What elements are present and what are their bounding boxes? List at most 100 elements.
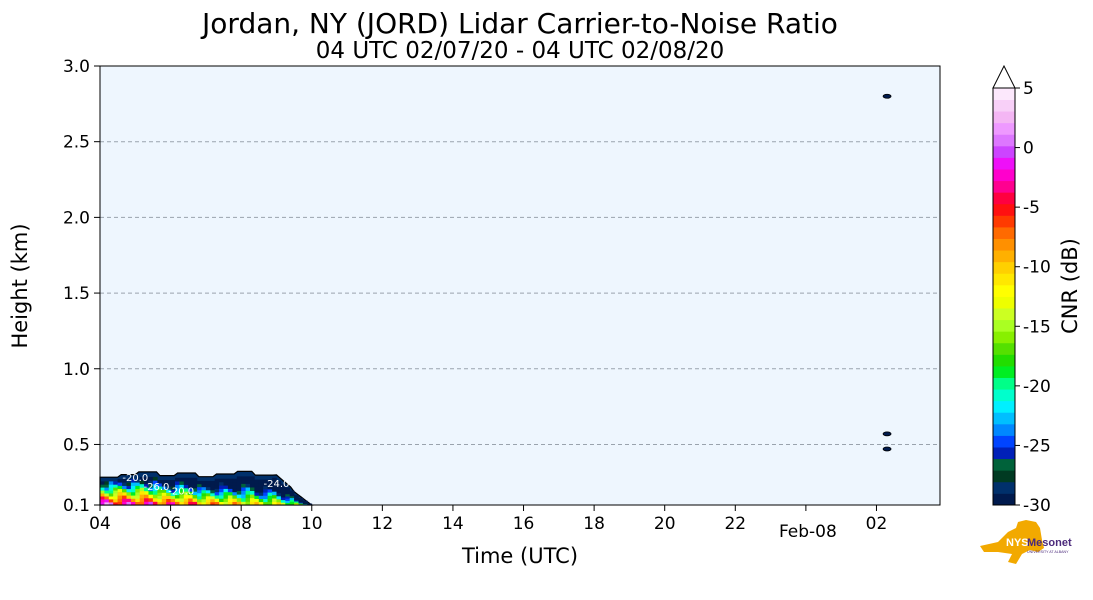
echo-cell xyxy=(289,497,295,500)
echo-cell xyxy=(302,501,308,503)
echo-cell xyxy=(157,495,163,499)
echo-cell xyxy=(272,498,277,502)
echo-cell xyxy=(152,476,158,481)
echo-cell xyxy=(144,483,149,488)
echo-cell xyxy=(241,494,246,499)
echo-cell xyxy=(227,501,233,506)
echo-cell xyxy=(126,498,132,502)
colorbar-swatch xyxy=(993,99,1015,112)
echo-cell xyxy=(214,482,220,486)
echo-cell xyxy=(232,501,238,506)
echo-cell xyxy=(122,485,127,490)
echo-cell xyxy=(104,502,110,506)
echo-cell xyxy=(113,496,118,500)
colorbar-tick-label: -30 xyxy=(1023,496,1051,516)
echo-cell xyxy=(258,489,264,493)
echo-cell xyxy=(175,498,180,502)
echo-cell xyxy=(298,501,304,503)
echo-cell xyxy=(179,484,185,489)
x-tick-label: 02 xyxy=(866,514,888,534)
echo-cell xyxy=(117,501,123,506)
echo-cell xyxy=(135,495,140,499)
echo-cell xyxy=(214,498,220,502)
echo-cell xyxy=(157,480,163,484)
echo-cell xyxy=(254,495,260,499)
echo-cell xyxy=(170,492,176,496)
echo-cell xyxy=(245,501,251,506)
echo-cell xyxy=(280,484,286,488)
colorbar-swatch xyxy=(993,493,1015,506)
y-tick-label: 0.1 xyxy=(63,496,90,516)
logo-mesonet: Mesonet xyxy=(1027,537,1072,549)
echo-cell xyxy=(250,487,255,491)
echo-cell xyxy=(130,479,136,483)
echo-cell xyxy=(214,478,220,483)
echo-cell xyxy=(285,487,290,490)
echo-cell xyxy=(192,498,198,502)
contour-label: -20.0 xyxy=(168,486,194,497)
echo-cell xyxy=(254,482,260,487)
echo-cell xyxy=(272,491,277,496)
echo-cell xyxy=(166,480,171,484)
echo-cell xyxy=(183,501,189,506)
echo-cell xyxy=(236,483,242,488)
echo-cell xyxy=(188,477,193,482)
echo-cell xyxy=(223,491,229,496)
echo-cell xyxy=(254,479,260,484)
echo-cell xyxy=(241,483,246,488)
echo-cell xyxy=(205,499,211,503)
echo-cell xyxy=(276,481,282,485)
echo-cell xyxy=(201,499,207,503)
echo-cell xyxy=(219,491,224,496)
echo-cell xyxy=(108,493,114,497)
echo-cell xyxy=(152,501,158,506)
echo-cell xyxy=(130,495,136,499)
echo-cell xyxy=(205,487,211,491)
echo-cell xyxy=(135,498,140,502)
echo-cell xyxy=(272,481,277,485)
echo-cell xyxy=(294,496,299,498)
echo-cell xyxy=(100,496,105,500)
echo-cell xyxy=(223,501,229,506)
logo-prefix: NYS xyxy=(1006,537,1029,549)
cloud-echo-low-1 xyxy=(882,431,892,437)
echo-cell xyxy=(170,486,176,490)
echo-cell xyxy=(245,483,251,488)
echo-cell xyxy=(250,501,255,506)
echo-cell xyxy=(197,490,202,494)
colorbar-swatch xyxy=(993,435,1015,448)
echo-cell xyxy=(302,500,308,502)
echo-cell xyxy=(100,490,105,494)
colorbar-swatch xyxy=(993,203,1015,216)
echo-cell xyxy=(188,484,193,489)
colorbar-swatch xyxy=(993,215,1015,228)
echo-cell xyxy=(148,476,154,481)
echo-cell xyxy=(152,490,158,495)
echo-cell xyxy=(298,500,304,502)
echo-cell xyxy=(192,484,198,489)
echo-cell xyxy=(223,485,229,489)
echo-cell xyxy=(250,490,255,495)
echo-cell xyxy=(161,501,167,506)
colorbar-swatch xyxy=(993,296,1015,309)
axes: 04 06 08 10 12 14 16 18 20 22 Feb-08 02 0.1 0.5 1.0 1.5… xyxy=(63,57,941,542)
echo-cell xyxy=(157,492,163,496)
colorbar-swatch xyxy=(993,400,1015,413)
echo-cell xyxy=(263,482,268,487)
echo-cell xyxy=(250,494,255,499)
echo-cell xyxy=(219,485,224,489)
echo-cell xyxy=(294,497,299,500)
echo-cell xyxy=(126,488,132,493)
echo-cell xyxy=(276,499,282,503)
chart-title: Jordan, NY (JORD) Lidar Carrier-to-Noise… xyxy=(200,7,838,40)
echo-cell xyxy=(232,491,238,496)
echo-cell xyxy=(205,480,211,485)
echo-cell xyxy=(192,494,198,499)
x-tick-label: 12 xyxy=(372,514,394,534)
colorbar-swatch xyxy=(993,366,1015,378)
echo-cell xyxy=(188,491,193,496)
echo-cell xyxy=(232,478,238,483)
colorbar-swatch xyxy=(993,354,1015,367)
colorbar-swatch xyxy=(993,250,1015,263)
echo-cell xyxy=(170,483,176,487)
